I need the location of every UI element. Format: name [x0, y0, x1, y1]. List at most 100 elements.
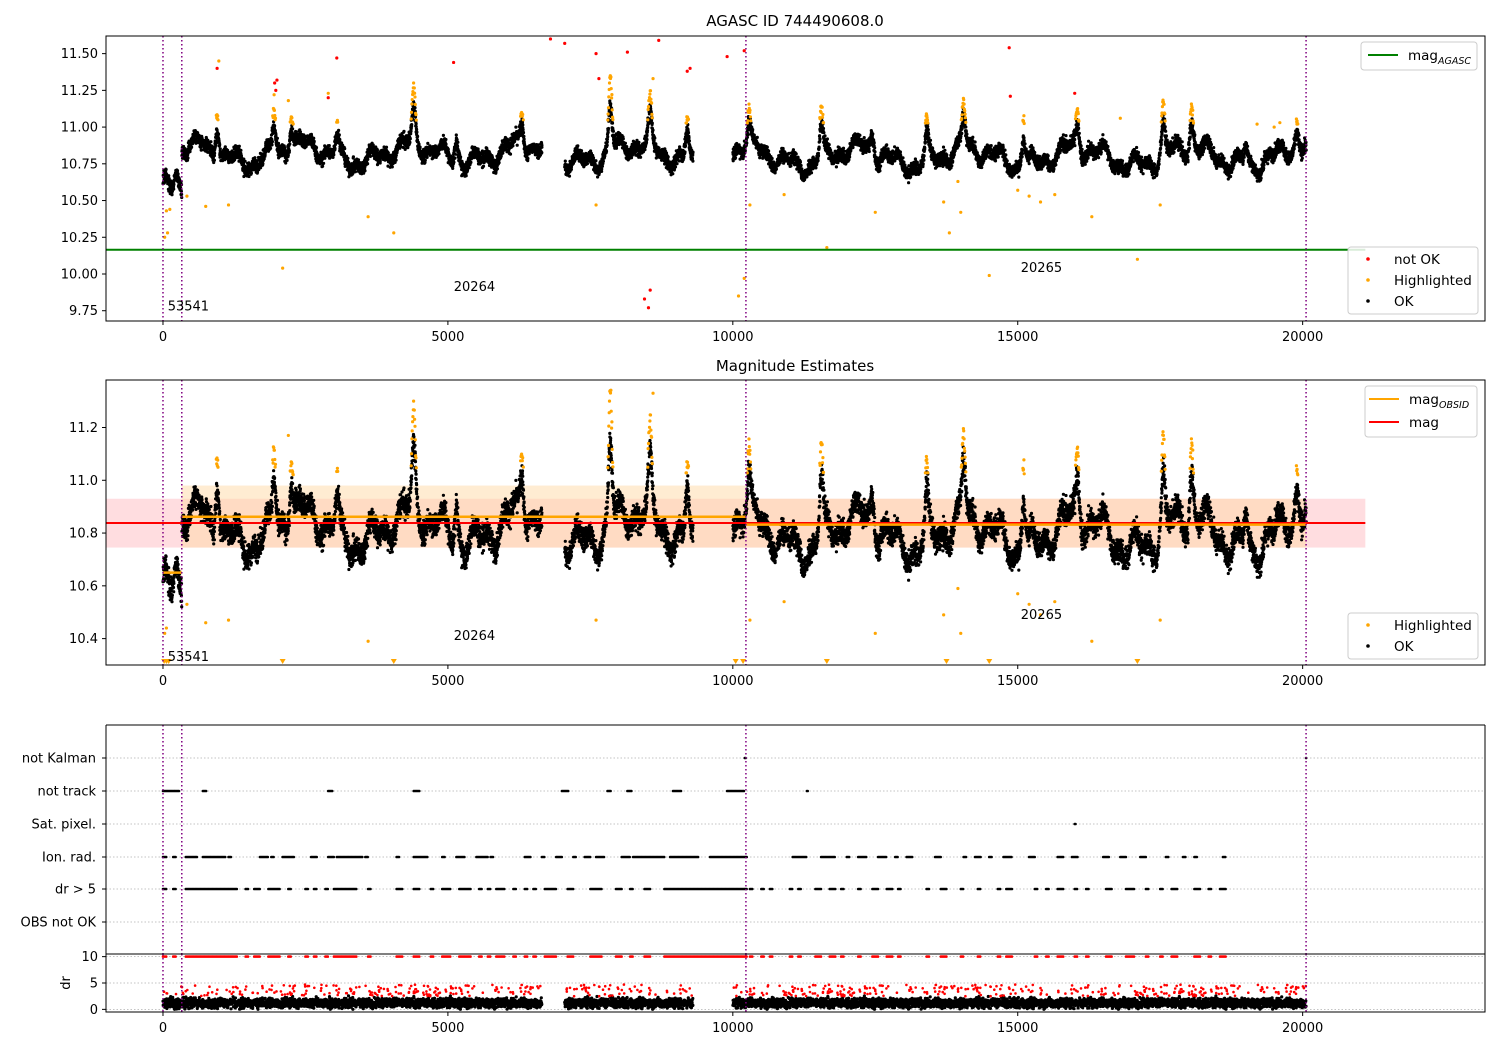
- highlighted-point: [1295, 122, 1299, 126]
- highlighted-point: [1090, 215, 1094, 219]
- obsid-label: 20265: [1021, 261, 1062, 276]
- legend-line-label: mag: [1409, 415, 1439, 431]
- below-range-marker: [943, 659, 950, 664]
- not-ok-point: [646, 306, 651, 310]
- dr-xtick-label: 5000: [431, 1021, 464, 1036]
- not-ok-point: [563, 41, 567, 45]
- obsid-label: 53541: [168, 650, 209, 665]
- agasc-legend-top-box: [1360, 41, 1478, 71]
- highlighted-point: [942, 613, 946, 617]
- not-ok-point: [1007, 46, 1011, 50]
- highlighted-point: [286, 99, 290, 103]
- highlighted-point: [782, 600, 786, 604]
- flags-panel: not Kalman not track Sat. pixel. Ion. rad. d…: [21, 724, 1486, 954]
- below-range-marker: [986, 659, 993, 664]
- highlighted-point: [956, 179, 960, 184]
- dr-not-ok-points: [161, 955, 1308, 998]
- agasc-xtick-label: 0: [159, 330, 167, 345]
- highlighted-point: [185, 194, 189, 198]
- dr-ytick-label: 0: [90, 1003, 98, 1018]
- highlighted-point: [366, 639, 370, 643]
- highlighted-point: [819, 110, 823, 114]
- highlighted-point: [959, 210, 963, 214]
- estimates-xtick-label: 10000: [712, 674, 753, 689]
- estimates-legend-bottom-box: [1347, 612, 1479, 660]
- below-range-marker: [823, 659, 830, 664]
- not-ok-point: [657, 38, 661, 43]
- highlighted-point: [1090, 639, 1094, 643]
- highlighted-point: [942, 200, 946, 204]
- dr-ytick-label: 5: [90, 977, 98, 992]
- agasc-ytick-label: 10.75: [61, 157, 98, 172]
- highlighted-point: [1255, 122, 1259, 126]
- highlighted-point: [1027, 602, 1031, 606]
- below-range-marker: [390, 659, 397, 664]
- obsid-label: 53541: [168, 299, 209, 314]
- highlighted-point: [651, 391, 655, 395]
- highlighted-point: [1038, 613, 1043, 617]
- agasc-legend-mag: mag AGASC: [1360, 41, 1478, 71]
- highlighted-point: [782, 193, 786, 197]
- highlighted-point: [1135, 257, 1140, 261]
- highlighted-point: [742, 276, 746, 280]
- highlighted-point: [1016, 592, 1020, 596]
- legend-marker-swatch: [1366, 623, 1370, 627]
- dr-xtick-label: 10000: [712, 1021, 753, 1036]
- estimates-xtick-label: 20000: [1282, 674, 1323, 689]
- highlighted-point: [1053, 193, 1057, 197]
- below-range-marker: [740, 659, 747, 664]
- highlighted-point: [281, 266, 285, 270]
- highlighted-point: [1016, 188, 1020, 192]
- flag-row-label: Sat. pixel.: [32, 818, 96, 833]
- legend-marker-label: not OK: [1394, 252, 1441, 268]
- highlighted-point: [204, 621, 208, 625]
- highlighted-point: [168, 207, 172, 211]
- flag-row-label: OBS not OK: [21, 916, 97, 931]
- legend-line-label: mag: [1408, 48, 1438, 64]
- flag-row-label: Ion. rad.: [42, 851, 96, 866]
- agasc-ytick-label: 10.25: [61, 231, 98, 246]
- agasc-ytick-label: 10.00: [61, 267, 98, 282]
- dr-ok-points: [161, 994, 1308, 1011]
- estimates-axes-frame: [105, 379, 1486, 666]
- highlighted-point: [594, 618, 598, 622]
- highlighted-point: [164, 626, 169, 630]
- agasc-ytick-label: 11.50: [61, 47, 98, 62]
- highlighted-point: [286, 433, 290, 438]
- legend-marker-label: OK: [1394, 294, 1415, 310]
- highlighted-point: [608, 74, 612, 78]
- highlighted-point: [959, 631, 963, 635]
- highlighted-point: [163, 631, 167, 635]
- highlighted-point: [594, 203, 598, 207]
- highlighted-point: [947, 231, 951, 235]
- estimates-xtick-label: 0: [159, 674, 167, 689]
- not-ok-point: [725, 54, 729, 59]
- not-ok-point: [685, 69, 689, 73]
- estimates-ytick-label: 11.2: [69, 421, 98, 436]
- ok-points: [161, 99, 1308, 200]
- agasc-panel-title: AGASC ID 744490608.0: [706, 12, 884, 30]
- estimates-ytick-label: 10.6: [69, 579, 98, 594]
- highlighted-point: [204, 204, 208, 209]
- legend-marker-label: Highlighted: [1394, 618, 1472, 634]
- not-ok-point: [273, 81, 277, 85]
- not-ok-point: [1073, 91, 1077, 95]
- estimates-legend-points: Highlighted OK: [1347, 612, 1479, 660]
- highlighted-point: [163, 235, 167, 239]
- highlighted-point: [873, 210, 877, 214]
- legend-marker-swatch: [1366, 257, 1370, 261]
- agasc-ytick-label: 9.75: [69, 304, 98, 319]
- agasc-ytick-label: 10.50: [61, 194, 98, 209]
- highlighted-point: [1027, 194, 1031, 198]
- agasc-xtick-label: 15000: [997, 330, 1038, 345]
- highlighted-point: [736, 294, 741, 298]
- obsid-label: 20264: [454, 280, 495, 295]
- highlighted-point: [326, 91, 330, 95]
- flag-row-label: dr > 5: [55, 883, 96, 898]
- dr-xtick-label: 15000: [997, 1021, 1038, 1036]
- estimates-xtick-label: 15000: [997, 674, 1038, 689]
- estimates-ytick-label: 10.4: [69, 632, 98, 647]
- dr-panel: 0 5000 10000 15000 20000 0 5 10 dr: [59, 950, 1486, 1036]
